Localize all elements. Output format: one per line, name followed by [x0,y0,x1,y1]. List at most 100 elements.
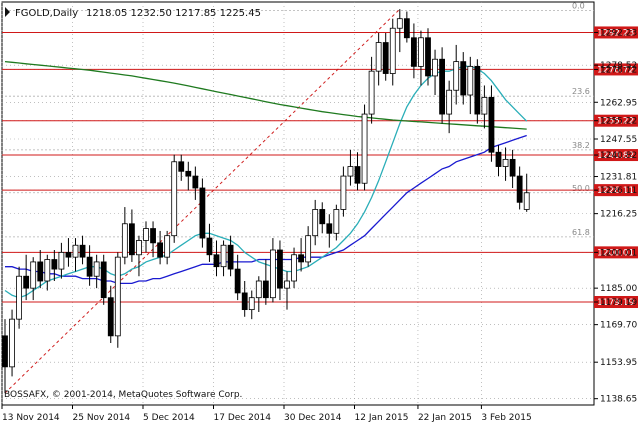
price-level-badge [594,184,638,197]
candle [157,230,164,265]
candle-body-bear [86,256,93,277]
candle [418,30,424,86]
price-level-badge-label: 1240.82 [597,151,634,161]
candle [453,44,460,105]
candle-body-bear [100,261,107,299]
candle-body-bear [227,244,234,270]
candle [432,49,438,95]
candle [516,166,523,210]
candle [312,199,319,246]
candle [65,238,72,267]
candle [255,276,262,312]
candle [199,178,206,248]
price-label: 1240.82 [600,151,637,161]
candle-body-bull [72,244,79,258]
candle-body-bull [389,27,396,74]
candle [403,11,410,43]
price-label: 1226.11 [600,186,637,196]
candle [150,221,156,258]
candle-body-bull [502,158,509,167]
candle-body-bull [9,318,15,368]
time-label: 13 Nov 2014 [2,413,60,423]
candle [305,226,312,267]
candle [439,47,446,124]
candle [396,9,403,53]
candle [121,207,128,265]
candle-body-bull [44,259,51,282]
candle-body-bear [185,170,192,177]
candle-body-bull [284,280,290,289]
candle [354,152,361,191]
time-label: 22 Jan 2015 [418,413,472,423]
time-label: 30 Dec 2014 [284,413,342,423]
price-label: 1255.22 [600,117,637,127]
candle [467,56,474,115]
candle [192,166,199,200]
candle-body-bull [248,297,255,311]
candle [44,254,51,291]
price-label: 1153.95 [600,358,637,368]
candle-body-bull [136,240,142,256]
candle [51,250,58,281]
price-label: 1262.95 [600,98,637,108]
candle-body-bear [206,237,213,256]
candle-body-bear [23,275,30,289]
candle [72,238,79,272]
price-label: 1292.23 [600,28,637,38]
price-label: 1231.81 [600,173,637,183]
fib-level-label: 38.2 [572,141,590,150]
time-label: 17 Dec 2014 [214,413,272,423]
candle-body-bull [467,65,474,96]
candle [227,235,234,277]
candle [389,18,396,86]
candle-body-bear [262,280,269,299]
candle [262,259,269,305]
price-label: 1278.52 [600,61,637,71]
candle-body-bear [234,268,241,294]
candle [502,147,509,181]
candle-body-bull [523,192,530,210]
candle [291,247,297,289]
candle [171,154,178,243]
horizontal-levels: 1292.23 1276.72 1255.22 1240.82 1226.11 1200.… [2,26,638,309]
price-label: 1179.19 [600,298,637,308]
candle [234,254,241,301]
candle-body-bear [488,96,495,153]
fib-trendline [4,8,401,394]
candle [114,252,121,348]
candle-body-bear [319,209,326,225]
candle-body-bull [255,280,262,299]
candle-body-bear [157,242,164,258]
candle-body-bull [418,37,424,67]
time-label: 5 Dec 2014 [143,413,195,423]
candle-body-bull [361,113,368,184]
candle [143,221,149,253]
price-level-badge-label: 1200.01 [597,248,634,258]
candle [277,240,283,301]
candle-body-bear [79,244,86,258]
candle-body-bear [128,223,135,256]
collapse-triangle-icon[interactable] [5,7,10,17]
candle-body-bear [382,42,389,74]
fib-level-label: 0.0 [572,1,585,10]
candle-body-bull [432,58,438,77]
candle-body-bull [446,89,453,115]
candle-body-bull [312,209,319,237]
ohlc-values: 1218.05 1232.50 1217.85 1225.45 [86,8,261,19]
candle [220,240,227,277]
candle-body-bull [164,235,171,258]
candle [213,240,220,277]
candle-body-bull [121,223,128,258]
price-level-badge [594,149,638,162]
symbol-label: FGOLD,Daily [15,8,78,19]
candle [382,33,389,81]
price-level-badge [594,246,638,259]
candle-body-bear [107,297,114,337]
candle [128,209,135,262]
candle-body-bear [213,254,220,268]
chart-header: FGOLD,Daily 1218.05 1232.50 1217.85 1225… [5,7,261,19]
candle [9,309,15,377]
